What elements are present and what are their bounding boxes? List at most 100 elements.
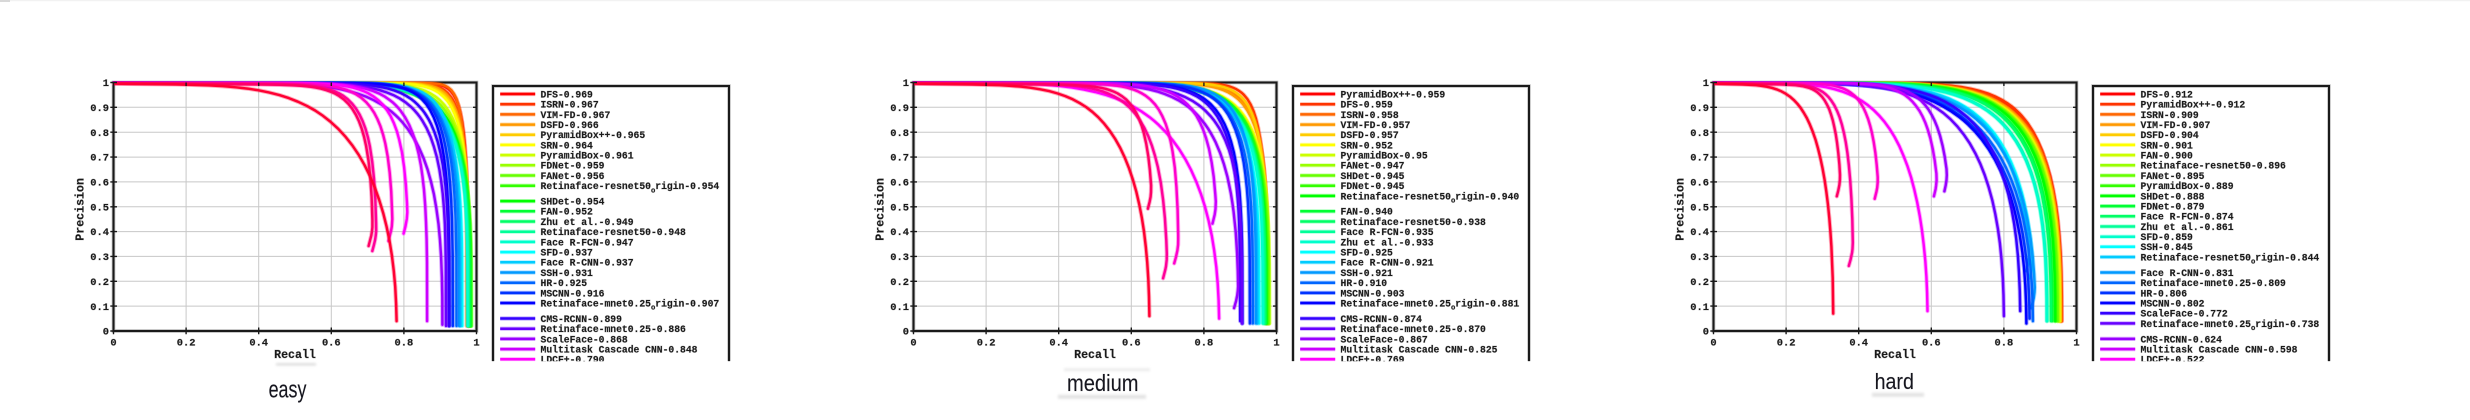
svg-text:SSH-0.931: SSH-0.931 — [541, 268, 594, 279]
svg-text:Multitask Cascade CNN-0.848: Multitask Cascade CNN-0.848 — [541, 345, 698, 356]
svg-text:CMS-RCNN-0.899: CMS-RCNN-0.899 — [541, 314, 623, 325]
svg-text:0.6: 0.6 — [322, 337, 341, 349]
svg-text:ScaleFace-0.868: ScaleFace-0.868 — [541, 334, 628, 345]
svg-text:0: 0 — [903, 327, 909, 339]
svg-text:Retinaface-mnet0.25-0.809: Retinaface-mnet0.25-0.809 — [2141, 278, 2287, 289]
svg-text:Retinaface-mnet0.25-0.870: Retinaface-mnet0.25-0.870 — [1341, 324, 1487, 335]
svg-text:0: 0 — [910, 337, 916, 349]
svg-text:FANet-0.947: FANet-0.947 — [1341, 161, 1405, 172]
svg-text:FDNet-0.945: FDNet-0.945 — [1341, 181, 1405, 192]
svg-text:PyramidBox-0.961: PyramidBox-0.961 — [541, 151, 634, 162]
svg-text:0.7: 0.7 — [1690, 153, 1709, 165]
svg-text:Face R-FCN-0.947: Face R-FCN-0.947 — [541, 237, 634, 248]
svg-text:Retinaface-mnet0.25-0.886: Retinaface-mnet0.25-0.886 — [541, 324, 687, 335]
svg-text:0: 0 — [110, 337, 116, 349]
svg-text:0.2: 0.2 — [890, 277, 909, 289]
svg-text:1: 1 — [1273, 337, 1279, 349]
svg-text:MSCNN-0.903: MSCNN-0.903 — [1341, 288, 1405, 299]
svg-text:0.7: 0.7 — [90, 153, 109, 165]
svg-text:0.1: 0.1 — [890, 302, 909, 314]
svg-text:Retinaface-resnet50origin-0.84: Retinaface-resnet50origin-0.844 — [2141, 252, 2320, 266]
svg-text:Recall: Recall — [1874, 349, 1916, 362]
svg-text:Precision: Precision — [874, 178, 887, 241]
svg-text:1: 1 — [903, 78, 909, 90]
svg-text:0.1: 0.1 — [90, 302, 109, 314]
svg-text:0.4: 0.4 — [90, 227, 109, 239]
svg-text:0.3: 0.3 — [890, 252, 909, 264]
svg-text:Multitask Cascade CNN-0.598: Multitask Cascade CNN-0.598 — [2141, 345, 2298, 356]
svg-text:0.6: 0.6 — [1122, 337, 1141, 349]
svg-text:DSFD-0.904: DSFD-0.904 — [2141, 130, 2199, 141]
svg-text:ScaleFace-0.867: ScaleFace-0.867 — [1341, 334, 1428, 345]
svg-text:PyramidBox++-0.959: PyramidBox++-0.959 — [1341, 89, 1446, 100]
svg-text:easy: easy — [269, 376, 307, 403]
svg-text:0.7: 0.7 — [890, 153, 909, 165]
svg-text:Recall: Recall — [274, 349, 316, 362]
svg-text:0.5: 0.5 — [890, 202, 909, 214]
svg-text:PyramidBox-0.889: PyramidBox-0.889 — [2141, 181, 2234, 192]
svg-text:SHDet-0.954: SHDet-0.954 — [541, 197, 605, 208]
svg-text:0: 0 — [103, 327, 109, 339]
svg-text:LDCF+-0.790: LDCF+-0.790 — [541, 355, 605, 366]
svg-text:Retinaface-resnet50origin-0.95: Retinaface-resnet50origin-0.954 — [541, 181, 720, 195]
svg-text:SRN-0.964: SRN-0.964 — [541, 140, 594, 151]
svg-text:0.9: 0.9 — [90, 103, 109, 115]
svg-text:HR-0.925: HR-0.925 — [541, 278, 588, 289]
svg-text:Precision: Precision — [74, 178, 87, 241]
svg-text:MSCNN-0.802: MSCNN-0.802 — [2141, 298, 2205, 309]
svg-text:Retinaface-mnet0.25origin-0.73: Retinaface-mnet0.25origin-0.738 — [2141, 319, 2320, 333]
svg-text:0.3: 0.3 — [1690, 252, 1709, 264]
svg-text:PyramidBox++-0.912: PyramidBox++-0.912 — [2141, 100, 2246, 111]
svg-text:FANet-0.895: FANet-0.895 — [2141, 171, 2205, 182]
svg-text:SHDet-0.945: SHDet-0.945 — [1341, 171, 1405, 182]
svg-text:0.8: 0.8 — [890, 128, 909, 140]
svg-text:0: 0 — [1703, 327, 1709, 339]
svg-text:0.4: 0.4 — [1690, 227, 1709, 239]
svg-text:ISRN-0.909: ISRN-0.909 — [2141, 110, 2199, 121]
svg-text:LDCF+-0.769: LDCF+-0.769 — [1341, 355, 1405, 366]
svg-text:Face R-FCN-0.935: Face R-FCN-0.935 — [1341, 227, 1434, 238]
svg-text:0.5: 0.5 — [90, 202, 109, 214]
svg-text:0: 0 — [1710, 337, 1716, 349]
svg-text:FDNet-0.879: FDNet-0.879 — [2141, 202, 2205, 213]
svg-text:ISRN-0.967: ISRN-0.967 — [541, 100, 599, 111]
svg-text:SRN-0.952: SRN-0.952 — [1341, 140, 1394, 151]
svg-text:1: 1 — [473, 337, 479, 349]
svg-text:0.8: 0.8 — [1690, 128, 1709, 140]
svg-text:0.4: 0.4 — [890, 227, 909, 239]
svg-text:DSFD-0.957: DSFD-0.957 — [1341, 130, 1399, 141]
svg-text:0.4: 0.4 — [249, 337, 268, 349]
svg-text:SRN-0.901: SRN-0.901 — [2141, 140, 2194, 151]
svg-text:Retinaface-resnet50-0.896: Retinaface-resnet50-0.896 — [2141, 161, 2287, 172]
svg-text:0.2: 0.2 — [90, 277, 109, 289]
svg-text:Zhu et al.-0.861: Zhu et al.-0.861 — [2141, 222, 2234, 233]
svg-text:ScaleFace-0.772: ScaleFace-0.772 — [2141, 309, 2228, 320]
svg-text:0.6: 0.6 — [90, 178, 109, 190]
svg-text:0.9: 0.9 — [890, 103, 909, 115]
svg-text:Precision: Precision — [1674, 178, 1687, 241]
svg-text:Face R-CNN-0.937: Face R-CNN-0.937 — [541, 258, 634, 269]
svg-text:Face R-CNN-0.921: Face R-CNN-0.921 — [1341, 258, 1434, 269]
svg-text:LDCF+-0.522: LDCF+-0.522 — [2141, 355, 2205, 366]
svg-text:HR-0.806: HR-0.806 — [2141, 288, 2188, 299]
svg-text:1: 1 — [1703, 78, 1709, 90]
svg-text:0.4: 0.4 — [1049, 337, 1068, 349]
svg-text:0.8: 0.8 — [395, 337, 414, 349]
svg-text:Face R-FCN-0.874: Face R-FCN-0.874 — [2141, 212, 2234, 223]
svg-text:0.4: 0.4 — [1849, 337, 1868, 349]
svg-text:hard: hard — [1875, 369, 1914, 394]
svg-text:SHDet-0.888: SHDet-0.888 — [2141, 191, 2205, 202]
svg-text:Multitask Cascade CNN-0.825: Multitask Cascade CNN-0.825 — [1341, 345, 1498, 356]
svg-text:0.6: 0.6 — [1690, 178, 1709, 190]
svg-text:SFD-0.925: SFD-0.925 — [1341, 248, 1394, 259]
svg-text:FAN-0.952: FAN-0.952 — [541, 207, 594, 218]
svg-text:DFS-0.959: DFS-0.959 — [1341, 100, 1394, 111]
svg-text:DFS-0.969: DFS-0.969 — [541, 89, 594, 100]
svg-text:SSH-0.921: SSH-0.921 — [1341, 268, 1394, 279]
svg-text:Retinaface-resnet50-0.938: Retinaface-resnet50-0.938 — [1341, 217, 1487, 228]
svg-text:0.8: 0.8 — [90, 128, 109, 140]
svg-text:SFD-0.859: SFD-0.859 — [2141, 232, 2194, 243]
svg-text:0.5: 0.5 — [1690, 202, 1709, 214]
svg-text:0.2: 0.2 — [1777, 337, 1796, 349]
svg-text:0.6: 0.6 — [890, 178, 909, 190]
